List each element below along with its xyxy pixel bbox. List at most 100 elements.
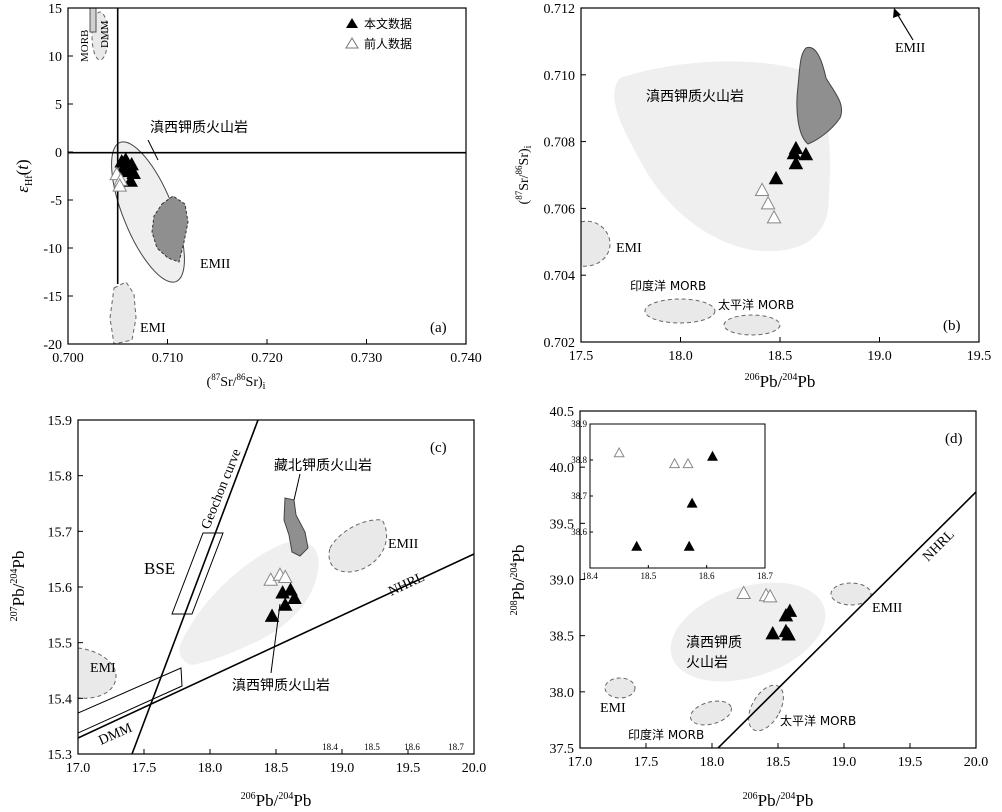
x-tick-label: 17.0: [568, 755, 593, 770]
minor-tick-label: 18.5: [364, 742, 380, 752]
inset-frame-d: [589, 423, 766, 569]
data-point-open: [760, 195, 776, 210]
emi-field-c: [78, 647, 117, 699]
y-tick-label: 15.8: [48, 470, 73, 485]
y-tick-label: -5: [50, 194, 62, 209]
dianxi-field-b: [614, 61, 830, 252]
y-tick-label: -10: [43, 242, 62, 257]
y-tick-label: 38.7: [571, 491, 587, 501]
label-dmm-a: DMM: [99, 20, 111, 48]
label-dianxi-c: 滇西钾质火山岩: [232, 678, 330, 694]
geochron-line-c: [131, 420, 259, 754]
x-tick-label: 20.0: [462, 761, 487, 776]
x-tick-label: 17.5: [569, 349, 594, 364]
data-points-d: [736, 585, 798, 641]
label-dianxi-d-2: 火山岩: [686, 655, 728, 671]
label-geochron-c: Geochon curve: [199, 447, 245, 532]
label-dianxi-b: 滇西钾质火山岩: [646, 89, 744, 105]
leader-line-a: [147, 139, 159, 161]
x-axis-label-d: 206Pb/204Pb: [743, 791, 814, 810]
y-tick-label: 38.5: [550, 630, 575, 645]
inset-d: 18.4 18.5 18.6 18.7 38.9 38.8 38.7 38.6: [571, 419, 773, 581]
data-point-solid: [781, 627, 796, 641]
data-point-solid: [287, 590, 302, 605]
legend: 本文数据 前人数据: [345, 16, 412, 51]
panel-b: 17.5 18.0 18.5 19.0 19.5 0.712 0.710 0.708 0.706…: [514, 2, 991, 391]
label-emii-b: EMII: [895, 41, 926, 56]
data-points-a: [109, 152, 141, 192]
x-tick-label: 19.5: [967, 349, 992, 364]
data-point-open: [762, 588, 778, 603]
label-bse-c: BSE: [144, 559, 175, 578]
panel-label-d: (d): [945, 431, 963, 447]
data-points-c: [263, 567, 302, 622]
inset-ticks-d: 18.4 18.5 18.6 18.7 38.9 38.8 38.7 38.6: [571, 419, 773, 581]
x-tick-label: 19.5: [898, 755, 923, 770]
panel-label-c: (c): [430, 440, 447, 456]
legend-label-solid: 本文数据: [364, 16, 412, 31]
x-tick-label: 18.6: [699, 571, 715, 581]
x-tick-label: 0.720: [251, 351, 283, 366]
label-dianxi-a: 滇西钾质火山岩: [150, 120, 248, 136]
panel-label-a: (a): [430, 320, 447, 336]
axis-ticks-c: 17.0 17.5 18.0 18.5 19.0 19.5 20.0 15.9 15.8 15.7…: [48, 414, 487, 776]
indian-morb-field-d: [690, 700, 732, 726]
y-tick-label: 15: [48, 2, 62, 17]
axis-ticks-b: 17.5 18.0 18.5 19.0 19.5 0.712 0.710 0.708 0.706…: [544, 2, 992, 364]
x-tick-label: 18.5: [768, 349, 793, 364]
y-tick-label: 38.6: [571, 527, 587, 537]
x-tick-label: 19.0: [330, 761, 355, 776]
data-point-solid: [778, 608, 794, 622]
dmm-box-c: [78, 667, 183, 734]
data-point-open: [682, 457, 694, 469]
panel-label-b: (b): [943, 318, 961, 334]
label-morb-a: MORB: [79, 30, 91, 62]
legend-marker-open: [345, 37, 359, 49]
panel-a: 0.700 0.710 0.720 0.730 0.740 15 10 5 0 -5 -10 -15 -…: [13, 2, 482, 392]
y-tick-label: 0.702: [544, 336, 576, 351]
y-tick-label: -15: [43, 290, 62, 305]
emii-field-d: [830, 582, 872, 606]
y-tick-label: 38.9: [571, 419, 587, 429]
data-point-solid: [768, 170, 784, 185]
emi-field-d: [604, 677, 636, 699]
y-tick-label: 0.708: [544, 136, 576, 151]
y-tick-label: -20: [43, 338, 62, 353]
y-tick-label: 39.5: [550, 517, 575, 532]
legend-marker-solid: [346, 18, 358, 28]
x-tick-label: 0.710: [152, 351, 184, 366]
x-tick-label: 18.5: [264, 761, 289, 776]
data-points-b: [754, 140, 814, 224]
y-tick-label: 15.3: [48, 748, 73, 763]
y-axis-label-b: (87Sr/86Sr)i: [514, 145, 534, 204]
pacific-morb-field-b: [723, 314, 781, 336]
leader-dianxi-c: [270, 603, 281, 674]
data-point-solid: [765, 625, 780, 640]
label-dmm-c: DMM: [97, 720, 136, 748]
x-tick-label: 18.4: [582, 571, 598, 581]
label-emi-d: EMI: [600, 701, 626, 716]
x-tick-label: 0.700: [52, 351, 84, 366]
x-tick-label: 19.0: [867, 349, 892, 364]
label-indian-morb-b: 印度洋 MORB: [630, 278, 706, 293]
y-tick-label: 15.4: [48, 692, 73, 707]
label-emii-d: EMII: [872, 601, 903, 616]
label-zangbei-c: 藏北钾质火山岩: [274, 458, 372, 474]
inset-points-d: [613, 446, 718, 551]
emi-field-a: [109, 281, 137, 344]
label-emii-c: EMII: [388, 537, 419, 552]
label-emi-a: EMI: [140, 321, 166, 336]
y-tick-label: 0: [55, 146, 62, 161]
y-axis-label-d: 208Pb/204Pb: [509, 545, 528, 616]
legend-label-open: 前人数据: [364, 36, 412, 51]
data-point-solid: [277, 597, 293, 611]
minor-tick-label: 18.7: [448, 742, 464, 752]
x-tick-label: 18.5: [640, 571, 656, 581]
data-point-solid: [798, 146, 814, 161]
x-tick-label: 17.0: [66, 761, 91, 776]
label-nhrl-c: NHRL: [386, 570, 427, 600]
x-tick-label: 18.5: [766, 755, 791, 770]
data-point-open: [668, 457, 681, 469]
panel-c: 17.0 17.5 18.0 18.5 19.0 19.5 20.0 15.9 15.8 15.7…: [9, 414, 486, 810]
